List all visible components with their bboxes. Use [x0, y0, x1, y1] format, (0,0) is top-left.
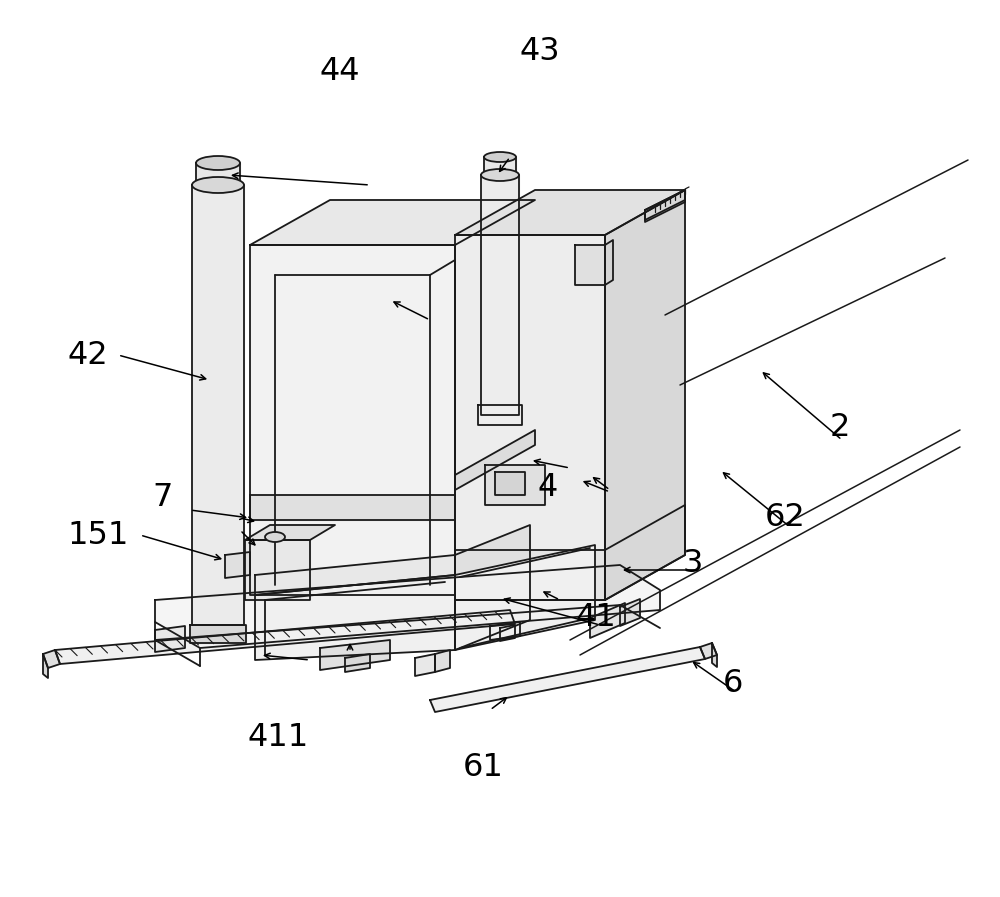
Polygon shape: [478, 405, 522, 425]
Polygon shape: [245, 540, 310, 600]
Polygon shape: [225, 552, 250, 578]
Polygon shape: [645, 190, 685, 222]
Text: 3: 3: [683, 547, 703, 579]
Polygon shape: [320, 640, 390, 670]
Ellipse shape: [265, 532, 285, 542]
Ellipse shape: [484, 152, 516, 162]
Polygon shape: [500, 625, 515, 641]
Polygon shape: [190, 625, 246, 643]
Polygon shape: [485, 465, 545, 505]
Polygon shape: [250, 495, 455, 520]
Polygon shape: [490, 622, 520, 640]
Polygon shape: [645, 190, 685, 220]
Text: 151: 151: [67, 519, 129, 551]
Ellipse shape: [481, 169, 519, 181]
Polygon shape: [345, 654, 370, 672]
Polygon shape: [245, 525, 335, 540]
Text: 4: 4: [538, 472, 558, 502]
Text: 411: 411: [247, 722, 309, 753]
Polygon shape: [712, 643, 717, 667]
Text: 6: 6: [723, 667, 743, 699]
Text: 2: 2: [830, 412, 850, 442]
Polygon shape: [250, 245, 455, 595]
Text: 62: 62: [765, 501, 805, 533]
Polygon shape: [575, 245, 605, 285]
Text: 41: 41: [576, 603, 616, 633]
Polygon shape: [55, 610, 515, 664]
Text: 43: 43: [520, 37, 560, 67]
Polygon shape: [250, 200, 535, 245]
Polygon shape: [605, 240, 613, 285]
Polygon shape: [455, 525, 530, 650]
Polygon shape: [495, 472, 525, 495]
Polygon shape: [605, 505, 685, 600]
Text: 44: 44: [320, 57, 360, 88]
Polygon shape: [620, 599, 640, 626]
Polygon shape: [605, 190, 685, 600]
Text: 61: 61: [463, 752, 503, 782]
Polygon shape: [43, 654, 48, 678]
Polygon shape: [255, 575, 455, 660]
Polygon shape: [43, 650, 60, 668]
Polygon shape: [430, 647, 705, 712]
Polygon shape: [435, 650, 450, 672]
Polygon shape: [255, 555, 455, 595]
Text: 7: 7: [153, 482, 173, 512]
Polygon shape: [455, 545, 595, 650]
Ellipse shape: [192, 177, 244, 193]
Polygon shape: [455, 550, 605, 600]
Polygon shape: [455, 430, 535, 490]
Polygon shape: [455, 190, 685, 235]
Polygon shape: [484, 157, 516, 175]
Polygon shape: [455, 235, 605, 600]
Polygon shape: [415, 654, 435, 676]
Polygon shape: [155, 565, 660, 648]
Text: 42: 42: [68, 339, 108, 370]
Polygon shape: [196, 163, 240, 185]
Polygon shape: [700, 643, 717, 659]
Polygon shape: [155, 626, 185, 652]
Polygon shape: [590, 603, 625, 638]
Polygon shape: [481, 175, 519, 415]
Polygon shape: [192, 185, 244, 625]
Ellipse shape: [196, 156, 240, 170]
